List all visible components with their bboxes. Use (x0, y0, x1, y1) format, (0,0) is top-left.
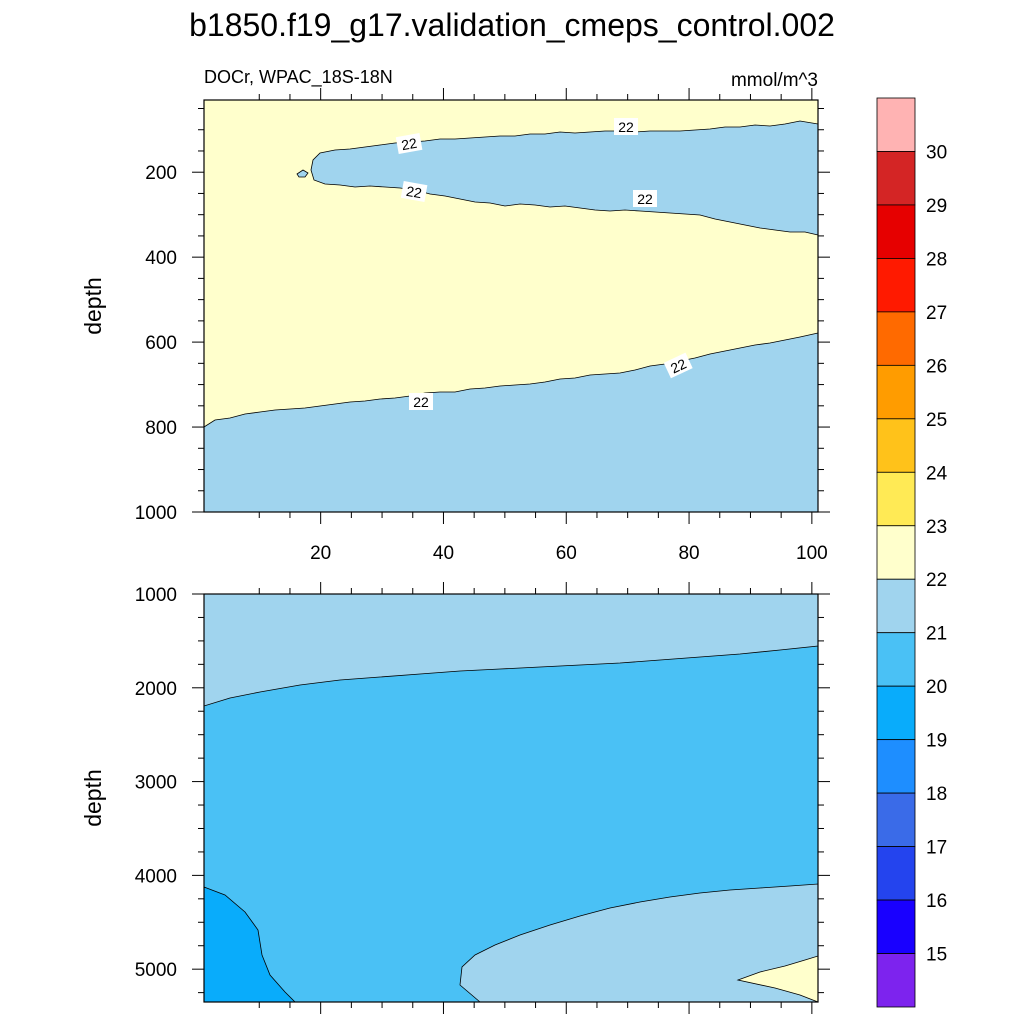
bottom-ylabel: depth (80, 769, 106, 827)
colorbar-label: 30 (926, 142, 947, 163)
y-tick-label: 5000 (135, 960, 177, 981)
colorbar-swatch (876, 525, 916, 580)
colorbar-swatch (876, 151, 916, 206)
colorbar-label: 28 (926, 249, 947, 270)
colorbar-label: 20 (926, 677, 947, 698)
top-contour-label: 22 (409, 393, 433, 410)
colorbar-label: 19 (926, 731, 947, 752)
colorbar-label: 29 (926, 196, 947, 217)
colorbar-swatch (876, 471, 916, 527)
colorbar-label: 23 (926, 517, 947, 538)
x-tick-label: 20 (310, 543, 331, 564)
colorbar-swatch (876, 792, 916, 847)
svg-text:22: 22 (637, 191, 653, 207)
bottom-contour-region-deep-right (459, 883, 819, 1003)
colorbar-swatch (876, 364, 916, 420)
variable-region-label: DOCr, WPAC_18S-18N (204, 67, 393, 88)
x-tick-label: 60 (556, 543, 577, 564)
top-contour-label: 22 (614, 118, 638, 135)
svg-text:22: 22 (413, 394, 429, 410)
top-contour-islet (296, 169, 309, 178)
y-tick-label: 3000 (135, 773, 177, 794)
colorbar-swatch (876, 685, 916, 741)
colorbar-label: 25 (926, 410, 947, 431)
y-tick-label: 200 (145, 163, 177, 184)
colorbar-swatch (876, 899, 916, 954)
top-ylabel: depth (80, 277, 106, 335)
top-contour-label: 22 (633, 190, 657, 207)
y-tick-label: 1000 (135, 585, 177, 606)
colorbar-label: 17 (926, 838, 947, 859)
colorbar-swatch (876, 311, 916, 366)
svg-text:22: 22 (405, 183, 423, 201)
top-panel-frame (203, 99, 819, 513)
y-tick-label: 1000 (135, 503, 177, 524)
colorbar-label: 22 (926, 570, 947, 591)
x-tick-label: 40 (433, 543, 454, 564)
colorbar-swatch (876, 97, 916, 152)
y-tick-label: 4000 (135, 866, 177, 887)
x-tick-label: 80 (678, 543, 699, 564)
colorbar-swatch (876, 739, 916, 794)
colorbar-swatch (876, 953, 916, 1008)
chart-title: b1850.f19_g17.validation_cmeps_control.0… (189, 7, 835, 43)
x-tick-label: 100 (796, 543, 828, 564)
colorbar-swatch (876, 632, 916, 687)
svg-text:22: 22 (618, 119, 634, 135)
colorbar: 30 29 28 27 26 25 24 23 22 21 20 19 18 17 16 15 (876, 97, 948, 1008)
bottom-panel: 1000 2000 3000 4000 5000 depth (80, 582, 830, 1014)
bottom-contour-region-upper (203, 593, 819, 707)
y-tick-label: 2000 (135, 679, 177, 700)
colorbar-label: 15 (926, 945, 947, 966)
colorbar-swatch (876, 204, 916, 259)
colorbar-label: 26 (926, 356, 947, 377)
top-axis-ticks: 200 400 600 800 1000 20 40 60 80 100 (135, 88, 830, 564)
top-contour-label: 22 (395, 133, 423, 154)
y-tick-label: 600 (145, 333, 177, 354)
bottom-axis-ticks: 1000 2000 3000 4000 5000 (135, 582, 830, 1014)
colorbar-label: 18 (926, 784, 947, 805)
svg-text:22: 22 (400, 135, 418, 153)
colorbar-label: 21 (926, 624, 947, 645)
colorbar-label: 27 (926, 303, 947, 324)
top-contour-label: 22 (663, 352, 693, 379)
colorbar-swatch (876, 418, 916, 473)
colorbar-swatch (876, 258, 916, 313)
colorbar-swatch (876, 578, 916, 634)
top-contour-label: 22 (400, 181, 428, 202)
units-label: mmol/m^3 (731, 70, 818, 91)
svg-text:22: 22 (668, 355, 689, 376)
bottom-panel-frame (203, 593, 819, 1003)
colorbar-label: 16 (926, 891, 947, 912)
top-contour-region-lower (203, 332, 819, 513)
colorbar-swatch (876, 846, 916, 901)
y-tick-label: 800 (145, 418, 177, 439)
colorbar-label: 24 (926, 463, 948, 484)
y-tick-label: 400 (145, 248, 177, 269)
top-panel: 22 22 22 22 22 22 200 400 600 800 1000 20 40 60… (80, 88, 830, 564)
